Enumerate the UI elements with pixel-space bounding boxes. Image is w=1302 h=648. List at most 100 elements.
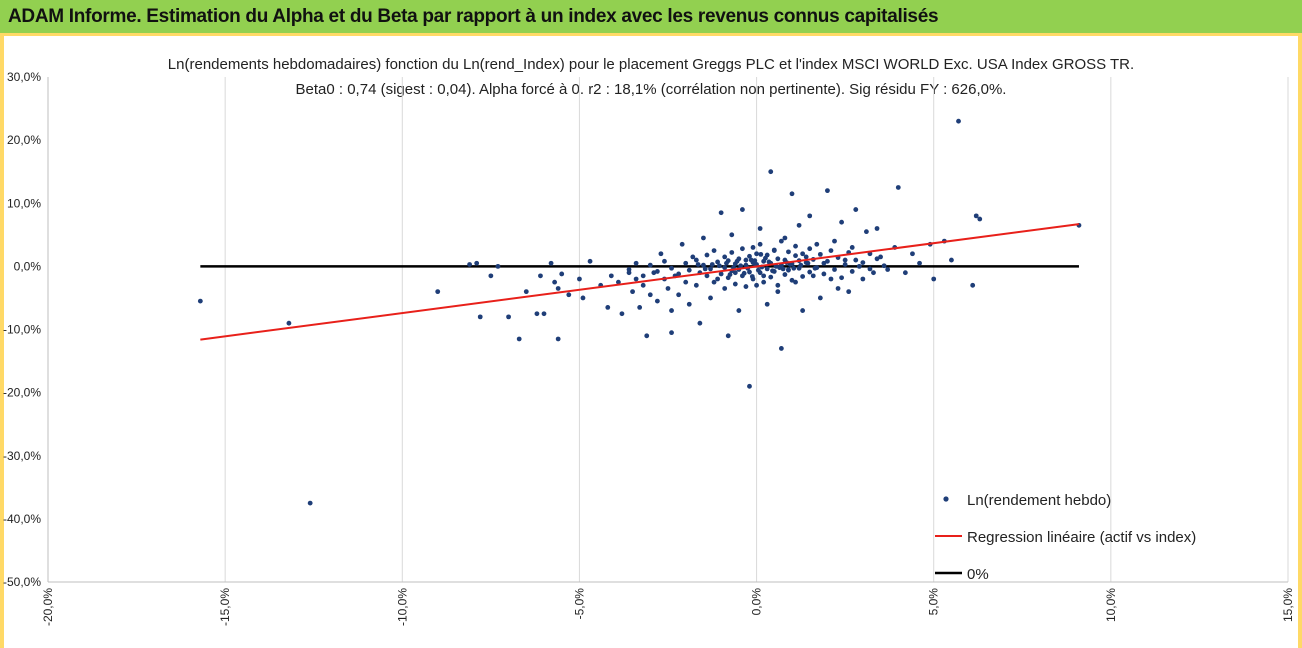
y-tick-label: -50,0% [3,575,41,589]
data-point [800,274,806,279]
data-point [821,260,827,266]
data-point [197,298,203,304]
header-banner: ADAM Informe. Estimation du Alpha et du … [0,0,1302,36]
data-point [644,333,650,339]
data-point [718,271,724,277]
data-point [761,279,767,285]
data-point [763,255,768,261]
chart-subtitle: Beta0 : 0,74 (sigest : 0,04). Alpha forc… [295,81,1007,98]
data-point [821,271,827,277]
data-point [683,279,689,285]
data-point [871,270,876,276]
data-point [817,251,823,257]
data-point [902,270,908,276]
data-point [782,272,788,277]
data-point [702,266,708,272]
data-point [711,279,717,285]
x-tick-label: 5,0% [927,588,941,616]
data-point [798,262,804,268]
data-point [758,251,764,257]
y-tick-label: 30,0% [7,70,41,84]
data-point [839,219,844,225]
data-point [796,222,802,228]
data-point [307,500,313,506]
data-point [701,235,706,241]
chart-title: Ln(rendements hebdomadaires) fonction du… [167,56,1135,73]
regression-line [200,223,1080,341]
data-point [640,273,646,279]
data-point [669,265,674,271]
data-point [679,241,685,247]
data-point [842,257,848,263]
data-point [800,308,806,313]
data-point [832,238,837,244]
data-point [467,262,472,267]
data-point [630,289,635,295]
data-point [771,247,777,253]
data-point [835,286,841,291]
frame-left-border [0,36,4,648]
data-point [793,279,798,285]
legend-label: 0% [967,566,989,583]
y-tick-label: -10,0% [3,323,41,337]
data-point [743,284,749,289]
data-point [605,305,611,310]
data-point [777,265,782,271]
data-point [693,282,699,288]
data-point [488,273,494,279]
data-point [654,269,660,274]
data-point [732,281,738,287]
y-tick-label: -40,0% [3,512,41,526]
data-point [789,191,795,197]
data-point [860,276,866,282]
data-point [724,260,729,266]
data-point [477,314,483,320]
data-point [874,256,880,262]
data-point [587,258,593,264]
x-tick-label: 15,0% [1281,588,1295,622]
data-point [732,270,738,276]
data-point [770,268,775,274]
data-point [709,262,715,267]
data-point [764,266,770,272]
data-point [727,272,733,277]
data-point [580,295,586,301]
data-point [633,276,639,282]
data-point [807,246,813,252]
data-point [749,274,755,279]
x-tick-label: -15,0% [218,588,232,626]
data-point [736,308,742,313]
data-point [693,257,699,263]
data-point [676,271,682,277]
data-point [846,289,852,295]
data-point [874,226,880,231]
data-point [752,258,758,264]
data-point [647,292,653,298]
data-point [474,260,480,266]
legend-label: Regression linéaire (actif vs index) [967,529,1196,546]
data-point [647,262,653,268]
data-point [949,257,954,263]
data-point [849,269,855,274]
data-point [793,253,798,259]
data-point [711,248,717,253]
data-point [654,298,660,304]
data-point [701,262,706,268]
data-point [807,269,813,275]
data-point [931,276,937,282]
data-point [805,260,811,266]
data-point [697,320,703,326]
data-point [842,262,848,267]
y-tick-label: -20,0% [3,386,41,400]
data-point [778,238,784,244]
data-point [853,257,859,263]
y-tick-label: 0,0% [14,259,42,273]
data-point [910,251,915,257]
data-point [895,185,901,190]
data-point [789,277,795,283]
data-point [616,279,621,285]
data-point [534,311,540,317]
data-point [686,301,692,307]
data-point [800,251,806,257]
